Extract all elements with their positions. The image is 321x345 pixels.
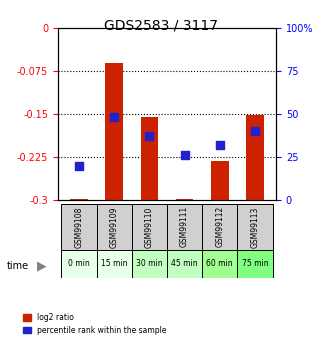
Bar bbox=[105, 63, 123, 200]
FancyBboxPatch shape bbox=[237, 250, 273, 278]
Text: GSM99111: GSM99111 bbox=[180, 206, 189, 247]
Text: GDS2583 / 3117: GDS2583 / 3117 bbox=[103, 19, 218, 33]
Bar bbox=[176, 199, 193, 200]
FancyBboxPatch shape bbox=[97, 204, 132, 250]
Text: 60 min: 60 min bbox=[206, 259, 233, 268]
Text: GSM99112: GSM99112 bbox=[215, 206, 224, 247]
FancyBboxPatch shape bbox=[167, 250, 202, 278]
Point bbox=[217, 142, 222, 148]
Text: 45 min: 45 min bbox=[171, 259, 198, 268]
Point bbox=[76, 163, 82, 168]
Text: GSM99108: GSM99108 bbox=[74, 206, 83, 247]
Point bbox=[182, 152, 187, 158]
Bar bbox=[70, 199, 88, 200]
Text: GSM99109: GSM99109 bbox=[109, 206, 119, 248]
Text: 15 min: 15 min bbox=[101, 259, 127, 268]
FancyBboxPatch shape bbox=[132, 204, 167, 250]
Text: GSM99113: GSM99113 bbox=[250, 206, 259, 247]
FancyBboxPatch shape bbox=[237, 204, 273, 250]
Bar bbox=[211, 161, 229, 200]
Text: time: time bbox=[6, 261, 29, 270]
Text: ▶: ▶ bbox=[37, 260, 47, 273]
Text: 0 min: 0 min bbox=[68, 259, 90, 268]
Bar bbox=[141, 117, 158, 200]
Text: GSM99110: GSM99110 bbox=[145, 206, 154, 247]
FancyBboxPatch shape bbox=[202, 204, 237, 250]
Point bbox=[111, 115, 117, 120]
Text: 75 min: 75 min bbox=[242, 259, 268, 268]
FancyBboxPatch shape bbox=[61, 204, 97, 250]
FancyBboxPatch shape bbox=[61, 250, 97, 278]
FancyBboxPatch shape bbox=[132, 250, 167, 278]
Point bbox=[147, 134, 152, 139]
FancyBboxPatch shape bbox=[97, 250, 132, 278]
Text: 30 min: 30 min bbox=[136, 259, 163, 268]
Legend: log2 ratio, percentile rank within the sample: log2 ratio, percentile rank within the s… bbox=[20, 310, 169, 338]
Bar bbox=[246, 115, 264, 200]
Point bbox=[252, 128, 257, 134]
FancyBboxPatch shape bbox=[167, 204, 202, 250]
FancyBboxPatch shape bbox=[202, 250, 237, 278]
